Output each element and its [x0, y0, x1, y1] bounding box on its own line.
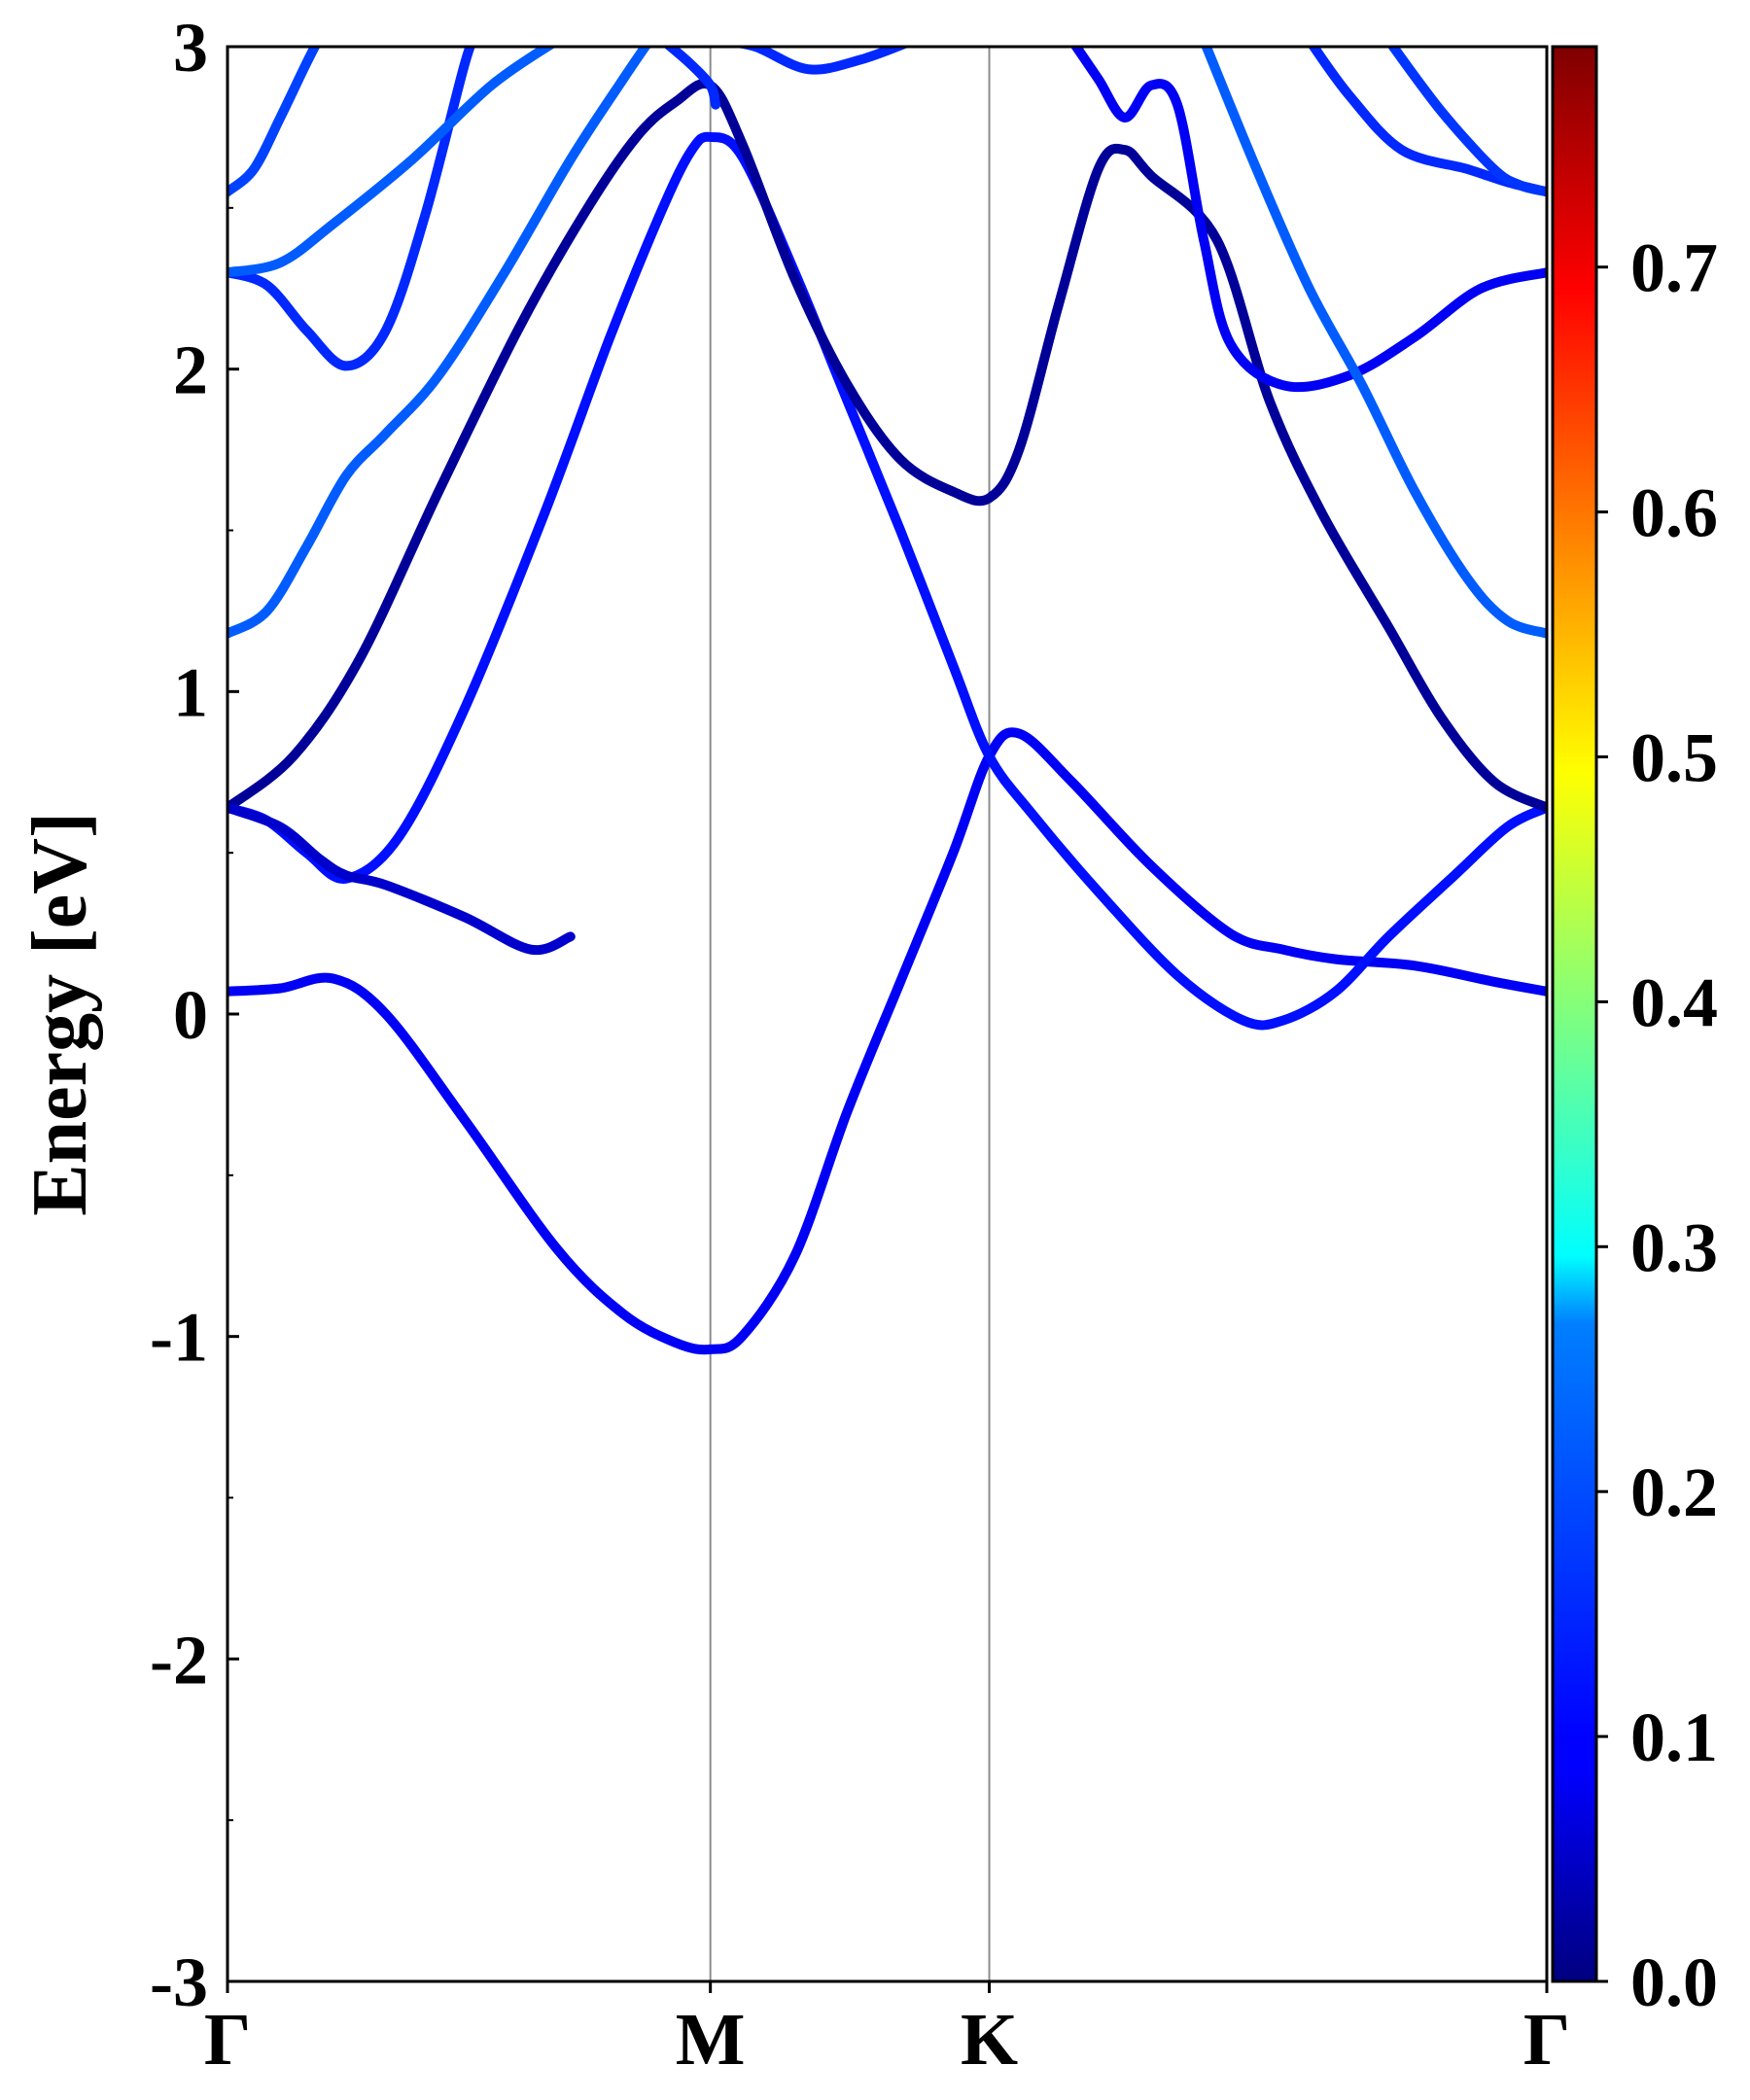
colorbar-tick-label: 0.7 — [1630, 229, 1718, 307]
y-tick-label: 1 — [173, 653, 208, 731]
y-axis-title: Energy [eV] — [18, 812, 103, 1215]
y-tick-label: 3 — [173, 9, 208, 87]
colorbar-tick-label: 0.2 — [1630, 1453, 1718, 1531]
plot-area: -3 -2 -1 0 1 2 3 Γ M K Γ — [150, 9, 1570, 2081]
colorbar-tick-label: 0.4 — [1630, 963, 1718, 1041]
band-lines — [228, 47, 1547, 1355]
colorbar-gradient — [1551, 45, 1598, 1983]
y-tick-label: -2 — [150, 1621, 208, 1698]
band-line-7 — [228, 47, 557, 278]
y-tick-label: 0 — [173, 976, 208, 1054]
band-line-12 — [1201, 47, 1547, 639]
colorbar-tick-label: 0.3 — [1630, 1208, 1718, 1286]
kpoint-label: K — [961, 1999, 1018, 2081]
band-line-1 — [228, 727, 1547, 1355]
kpoint-label: Γ — [204, 1999, 251, 2081]
colorbar-tick-label: 0.6 — [1630, 474, 1718, 552]
band-line-8 — [228, 47, 321, 197]
band-line-10 — [729, 47, 911, 75]
band-line-6 — [228, 47, 475, 371]
y-tick-label: -3 — [150, 1943, 208, 2021]
band-line-2 — [228, 131, 1547, 1031]
band-line-11 — [1069, 47, 1547, 393]
y-tick-label: -1 — [150, 1299, 208, 1377]
kpoint-label: Γ — [1523, 1999, 1570, 2081]
kpoint-label: M — [676, 1999, 746, 2081]
colorbar: 0.0 0.1 0.2 0.3 0.4 0.5 0.6 0.7 — [1551, 45, 1718, 2021]
band-line-14 — [1386, 47, 1547, 197]
colorbar-tick-label: 0.1 — [1630, 1698, 1718, 1776]
band-line-13 — [1308, 47, 1547, 197]
band-line-3 — [228, 79, 1547, 813]
colorbar-tick-label: 0.5 — [1630, 719, 1718, 797]
colorbar-tick-label: 0.0 — [1630, 1943, 1718, 2021]
band-line-9 — [662, 47, 721, 110]
band-line-4 — [228, 802, 576, 956]
y-tick-label: 2 — [173, 332, 208, 409]
band-line-5 — [228, 47, 651, 639]
